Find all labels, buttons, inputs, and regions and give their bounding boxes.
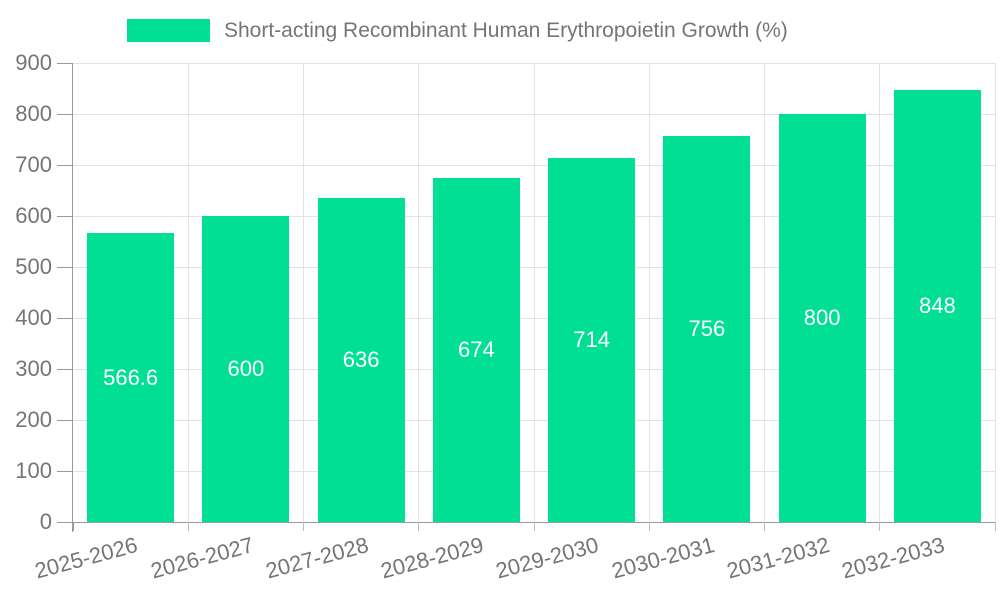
y-axis-tick-label: 700 bbox=[15, 152, 52, 177]
x-axis-tick-label: 2029-2030 bbox=[493, 532, 602, 584]
y-axis-tick bbox=[57, 317, 73, 319]
x-axis-tick bbox=[533, 522, 535, 531]
y-axis-tick bbox=[57, 215, 73, 217]
y-axis-tick bbox=[57, 419, 73, 421]
bar-value-label: 756 bbox=[688, 316, 726, 342]
y-axis-tick-label: 900 bbox=[15, 50, 52, 75]
legend-item[interactable]: Short-acting Recombinant Human Erythropo… bbox=[127, 18, 788, 43]
y-axis-tick bbox=[57, 368, 73, 370]
y-axis-tick bbox=[57, 521, 73, 523]
x-axis-tick bbox=[994, 522, 996, 531]
x-axis-tick bbox=[418, 522, 420, 531]
gridline-vertical bbox=[187, 63, 189, 522]
bar[interactable] bbox=[87, 233, 175, 522]
x-axis-tick-label: 2030-2031 bbox=[608, 532, 717, 584]
gridline-vertical bbox=[764, 63, 765, 522]
x-axis-tick bbox=[764, 522, 765, 531]
x-axis-tick bbox=[303, 522, 304, 531]
bar-value-label: 636 bbox=[342, 346, 380, 372]
legend-label: Short-acting Recombinant Human Erythropo… bbox=[224, 19, 788, 42]
bar[interactable] bbox=[893, 89, 981, 522]
legend-swatch-icon bbox=[127, 19, 210, 43]
bar-value-label: 674 bbox=[458, 337, 495, 363]
y-axis-tick bbox=[57, 266, 73, 268]
bar-value-label: 600 bbox=[227, 356, 265, 381]
x-axis-tick-label: 2028-2029 bbox=[378, 532, 487, 584]
y-axis-line bbox=[72, 63, 73, 532]
x-axis-tick-label: 2026-2027 bbox=[147, 532, 256, 584]
y-axis-tick bbox=[57, 164, 73, 166]
bar-value-label: 800 bbox=[803, 305, 841, 330]
bar[interactable] bbox=[778, 114, 866, 522]
y-axis-tick-label: 200 bbox=[15, 407, 52, 432]
gridline-vertical bbox=[994, 63, 996, 522]
gridline-vertical bbox=[879, 63, 881, 522]
y-axis-tick-label: 600 bbox=[15, 203, 52, 228]
x-axis-tick-label: 2032-2033 bbox=[839, 532, 948, 584]
x-axis-tick-label: 2031-2032 bbox=[723, 532, 833, 584]
y-axis-tick-label: 100 bbox=[15, 458, 52, 483]
bar[interactable] bbox=[548, 157, 636, 522]
gridline-vertical bbox=[418, 63, 420, 522]
x-axis-tick bbox=[187, 522, 189, 531]
bar[interactable] bbox=[202, 216, 290, 522]
y-axis-tick-label: 0 bbox=[39, 509, 52, 534]
y-axis-tick bbox=[57, 62, 73, 64]
gridline-vertical bbox=[303, 63, 304, 522]
x-axis-tick bbox=[879, 522, 881, 531]
bar-value-label: 566.6 bbox=[103, 364, 159, 390]
bar-value-label: 848 bbox=[919, 292, 956, 318]
y-axis-tick bbox=[57, 113, 73, 115]
y-axis-tick-label: 400 bbox=[15, 305, 52, 330]
y-axis-tick bbox=[57, 470, 73, 472]
x-axis-tick bbox=[648, 522, 650, 531]
bar-value-label: 714 bbox=[573, 326, 610, 352]
y-axis-tick-label: 500 bbox=[15, 254, 52, 279]
gridline-vertical bbox=[533, 63, 535, 522]
y-axis-tick-label: 800 bbox=[15, 101, 52, 126]
gridline-vertical bbox=[648, 63, 650, 522]
bar[interactable] bbox=[663, 136, 751, 522]
bar[interactable] bbox=[317, 197, 405, 522]
x-axis-tick-label: 2027-2028 bbox=[262, 532, 372, 584]
bar[interactable] bbox=[432, 178, 520, 522]
y-axis-tick-label: 300 bbox=[15, 356, 52, 381]
x-axis-tick bbox=[72, 522, 74, 531]
x-axis-tick-label: 2025-2026 bbox=[32, 532, 141, 584]
